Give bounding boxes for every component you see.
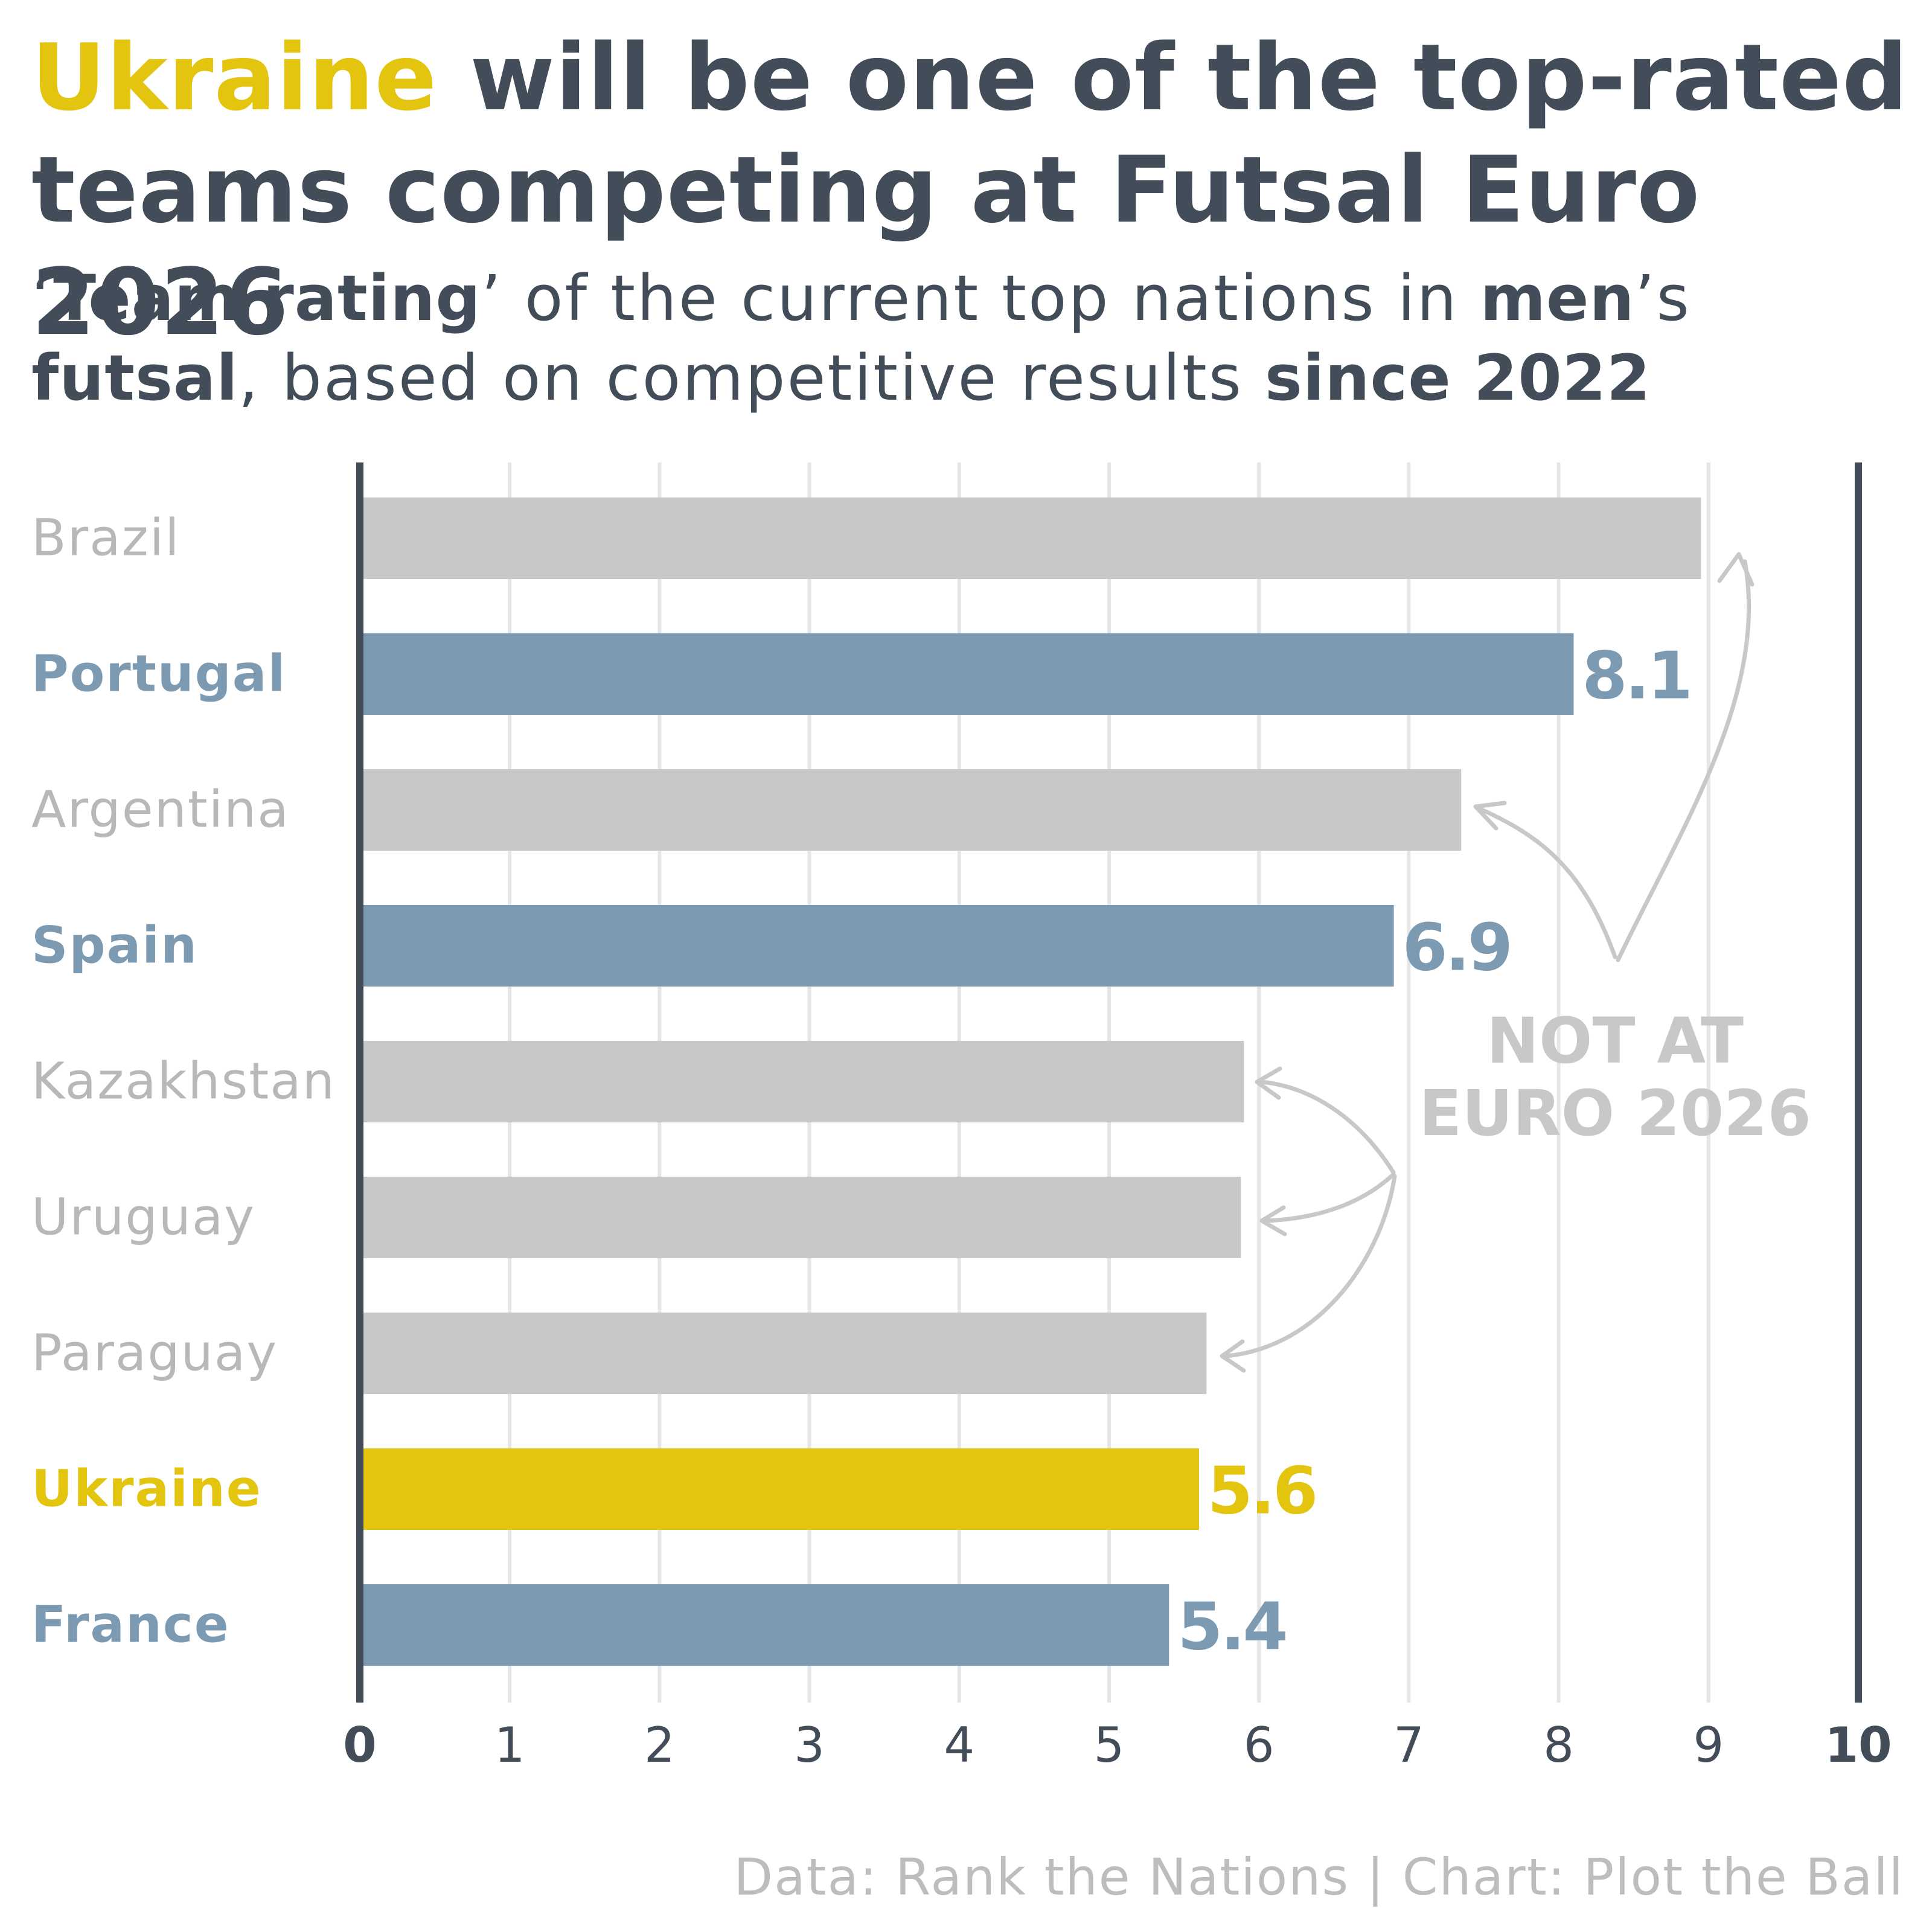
tick-label-2: 2 bbox=[644, 1717, 675, 1773]
subtitle-part: ‘ bbox=[31, 261, 54, 335]
tick-label-8: 8 bbox=[1543, 1717, 1574, 1773]
category-label-argentina: Argentina bbox=[31, 780, 290, 839]
annotation: NOT AT EURO 2026 bbox=[1220, 552, 1811, 1373]
tick-label-7: 7 bbox=[1393, 1717, 1424, 1773]
category-label-france: France bbox=[31, 1595, 230, 1654]
subtitle-part: ’s bbox=[1634, 261, 1691, 335]
category-label-spain: Spain bbox=[31, 916, 198, 975]
data-label-portugal: 8.1 bbox=[1582, 639, 1690, 714]
category-label-portugal: Portugal bbox=[31, 644, 286, 703]
title-rest: will be one of the top-rated teams compe… bbox=[31, 24, 1908, 356]
chart-subtitle: ‘Team rating’ of the current top nations… bbox=[31, 258, 1909, 418]
arrow-uruguay bbox=[1264, 1172, 1396, 1223]
category-label-kazakhstan: Kazakhstan bbox=[31, 1052, 336, 1111]
tick-label-6: 6 bbox=[1244, 1717, 1275, 1773]
bar-spain bbox=[360, 905, 1394, 987]
category-label-brazil: Brazil bbox=[31, 508, 180, 568]
tick-label-10: 10 bbox=[1825, 1717, 1892, 1773]
tick-label-1: 1 bbox=[494, 1717, 525, 1773]
bar-uruguay bbox=[360, 1177, 1241, 1258]
data-label-spain: 6.9 bbox=[1403, 910, 1511, 986]
subtitle-bold: Team rating bbox=[53, 261, 481, 335]
category-label-uruguay: Uruguay bbox=[31, 1188, 255, 1247]
tick-label-0: 0 bbox=[343, 1717, 377, 1773]
tick-label-9: 9 bbox=[1693, 1717, 1724, 1773]
arrowhead-kazakhstan bbox=[1255, 1066, 1282, 1100]
tick-label-4: 4 bbox=[944, 1717, 974, 1773]
subtitle-part: , based on competitive results bbox=[238, 341, 1265, 415]
bar-kazakhstan bbox=[360, 1041, 1244, 1122]
arrowhead-paraguay bbox=[1220, 1339, 1246, 1373]
bar-paraguay bbox=[360, 1313, 1207, 1394]
title-highlight: Ukraine bbox=[31, 24, 438, 131]
source-caption: Data: Rank the Nations | Chart: Plot the… bbox=[734, 1847, 1904, 1907]
arrow-kazakhstan bbox=[1259, 1080, 1396, 1175]
chart-title: Ukraine will be one of the top-rated tea… bbox=[31, 22, 1909, 359]
subtitle-bold: futsal bbox=[31, 341, 238, 415]
category-label-ukraine: Ukraine bbox=[31, 1459, 262, 1518]
tick-label-5: 5 bbox=[1094, 1717, 1125, 1773]
annotation-line2: EURO 2026 bbox=[1419, 1076, 1811, 1150]
bar-portugal bbox=[360, 633, 1574, 715]
arrowhead-uruguay bbox=[1259, 1205, 1287, 1236]
bars bbox=[360, 497, 1701, 1666]
labels: Brazil Portugal 8.1 Argentina Spain 6.9 Kazakh… bbox=[31, 508, 1693, 1665]
arrow-argentina bbox=[1478, 807, 1617, 959]
arrow-brazil bbox=[1616, 559, 1751, 962]
data-label-france: 5.4 bbox=[1177, 1590, 1285, 1665]
tick-label-3: 3 bbox=[794, 1717, 825, 1773]
category-label-paraguay: Paraguay bbox=[31, 1323, 278, 1383]
axes: 0 1 2 3 4 5 6 7 8 9 10 bbox=[343, 462, 1892, 1773]
bar-brazil bbox=[360, 497, 1701, 579]
annotation-line1: NOT AT bbox=[1486, 1004, 1744, 1078]
arrowhead-brazil bbox=[1717, 552, 1754, 587]
subtitle-bold: men bbox=[1480, 261, 1635, 335]
bar-ukraine bbox=[360, 1448, 1199, 1530]
arrowhead-argentina bbox=[1473, 801, 1507, 831]
data-label-ukraine: 5.6 bbox=[1208, 1454, 1316, 1529]
arrow-paraguay bbox=[1224, 1174, 1397, 1358]
subtitle-bold: since 2022 bbox=[1264, 341, 1651, 415]
subtitle-part: ’ of the current top nations in bbox=[481, 261, 1480, 335]
bar-argentina bbox=[360, 769, 1462, 851]
bar-france bbox=[360, 1584, 1169, 1666]
